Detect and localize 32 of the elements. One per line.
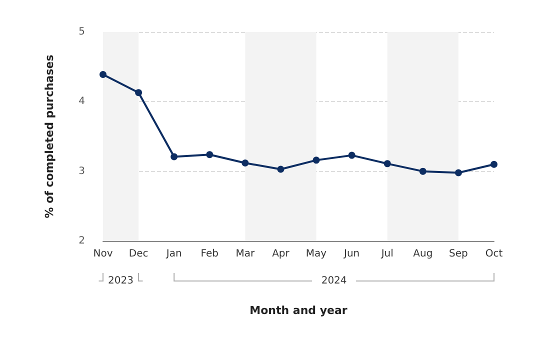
- point: [100, 71, 106, 78]
- x-tick-label: Oct: [485, 248, 503, 260]
- y-tick-label: 4: [78, 96, 85, 108]
- text: 2023: [108, 276, 134, 286]
- point: [454, 169, 462, 176]
- y-tick-label: 5: [78, 26, 85, 38]
- point: [312, 156, 320, 164]
- point: [206, 151, 214, 158]
- x-tick-label: Dec: [128, 248, 148, 260]
- x-tick-label: May: [306, 248, 327, 260]
- point: [242, 159, 249, 166]
- x-tick-label: Jul: [380, 248, 394, 260]
- x-tick-label: Nov: [93, 248, 113, 260]
- x-tick-label: Feb: [200, 248, 218, 260]
- point: [419, 168, 426, 175]
- point: [348, 152, 356, 159]
- point: [277, 166, 284, 173]
- y-axis-title: % of completed purchases: [43, 54, 56, 218]
- y-tick-label: 2: [78, 236, 85, 246]
- point: [135, 89, 142, 96]
- x-tick-label: Sep: [449, 248, 468, 260]
- x-tick-label: Jun: [343, 248, 360, 260]
- x-axis-title: Month and year: [250, 304, 348, 317]
- x-tick-label: Jan: [165, 248, 182, 260]
- text: 2024: [321, 276, 347, 286]
- point: [384, 160, 391, 168]
- x-tick-label: Mar: [236, 248, 256, 260]
- point: [170, 153, 178, 160]
- y-tick-label: 3: [78, 166, 85, 177]
- x-tick-label: Apr: [272, 248, 290, 260]
- x-tick-label: Aug: [413, 248, 433, 260]
- point: [490, 160, 498, 168]
